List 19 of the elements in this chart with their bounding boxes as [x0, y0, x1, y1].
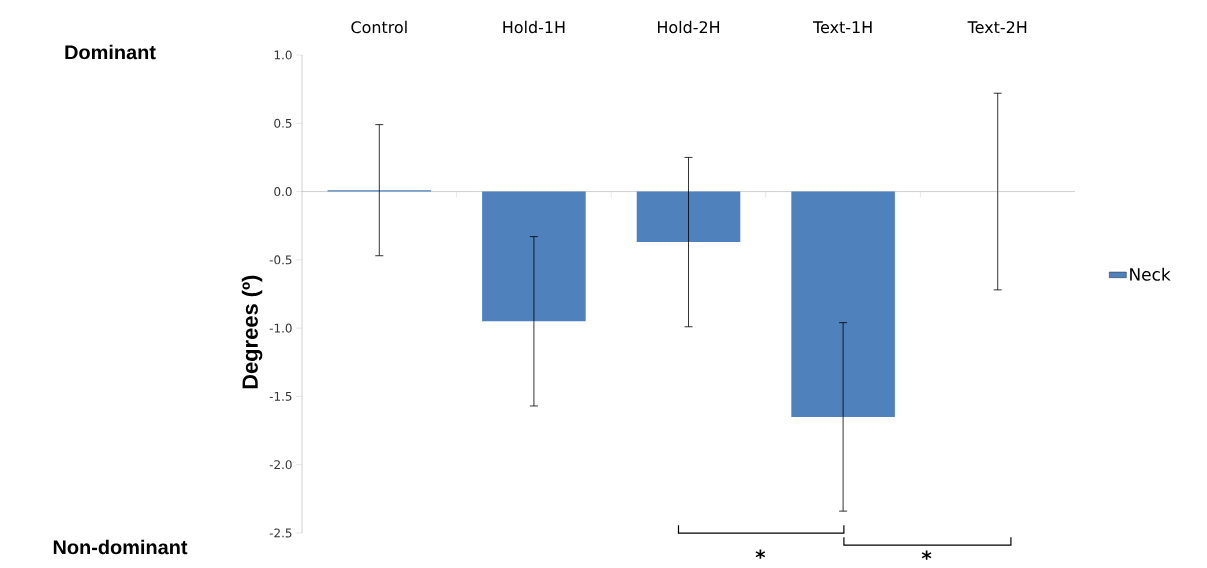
y-axis-title: Degrees (º) [241, 275, 263, 389]
x-tick-label: Hold-1H [503, 20, 565, 34]
text: * [755, 549, 766, 559]
y-tick-label: 0.5 [274, 118, 292, 128]
y-tick-label: -2.0 [269, 460, 292, 470]
y-tick-label: -1.5 [269, 391, 292, 401]
y-tick-label: -0.5 [269, 255, 292, 265]
y-tick-label: 0.0 [274, 187, 292, 197]
x-tick-label: Text-1H [813, 21, 872, 34]
legend-label: Neck [1130, 267, 1171, 281]
y-tick-label: 1.0 [274, 50, 292, 60]
x-tick-label: Hold-2H [657, 20, 720, 34]
text: Dominant [65, 44, 156, 60]
y-tick-label: -2.5 [269, 528, 292, 538]
x-tick-label: Text-2H [967, 21, 1027, 34]
text: * [921, 550, 932, 560]
text: Non-dominant [53, 539, 188, 555]
x-tick-label: Control [351, 20, 407, 34]
y-tick-label: -1.0 [269, 323, 292, 333]
